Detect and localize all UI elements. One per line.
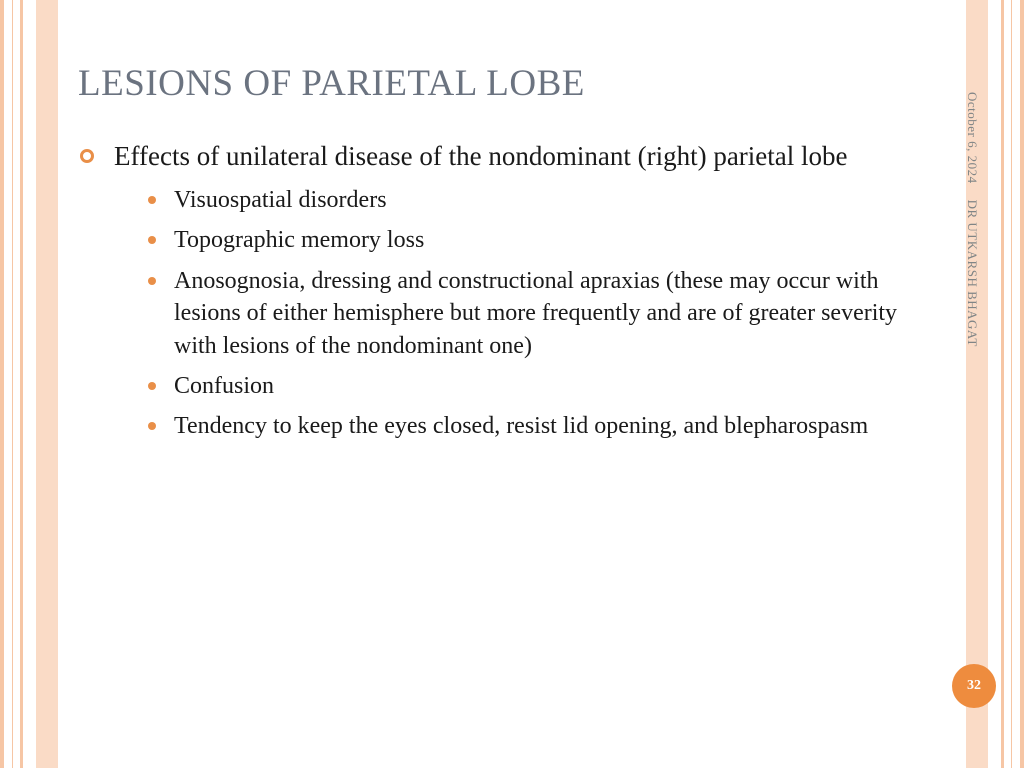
sub-bullet-text: Anosognosia, dressing and constructional…: [174, 268, 897, 359]
sub-bullet-text: Visuospatial disorders: [174, 187, 387, 213]
slide-title: LESIONS OF PARIETAL LOBE: [78, 62, 936, 105]
page-number: 32: [967, 678, 981, 694]
sub-bullet: Confusion: [146, 370, 936, 402]
sub-bullet: Visuospatial disorders: [146, 184, 936, 216]
sub-bullet-text: Confusion: [174, 373, 274, 399]
side-metadata: October 6, 2024 DR UTKARSH BHAGAT: [964, 92, 980, 347]
dot-bullet-icon: [148, 277, 156, 285]
dot-bullet-icon: [148, 196, 156, 204]
sub-bullet-text: Topographic memory loss: [174, 227, 424, 253]
sub-bullet-list: Visuospatial disorders Topographic memor…: [78, 184, 936, 443]
sub-bullet: Tendency to keep the eyes closed, resist…: [146, 410, 936, 442]
slide-date: October 6, 2024: [965, 92, 980, 184]
dot-bullet-icon: [148, 422, 156, 430]
main-bullet-text: Effects of unilateral disease of the non…: [114, 141, 848, 171]
sub-bullet: Anosognosia, dressing and constructional…: [146, 265, 936, 362]
ring-bullet-icon: [80, 149, 94, 163]
page-number-badge: 32: [952, 664, 996, 708]
slide-author: DR UTKARSH BHAGAT: [965, 200, 980, 347]
dot-bullet-icon: [148, 236, 156, 244]
sub-bullet-text: Tendency to keep the eyes closed, resist…: [174, 413, 868, 439]
main-bullet: Effects of unilateral disease of the non…: [78, 139, 936, 174]
slide-content: LESIONS OF PARIETAL LOBE Effects of unil…: [78, 62, 936, 728]
dot-bullet-icon: [148, 382, 156, 390]
sub-bullet: Topographic memory loss: [146, 224, 936, 256]
